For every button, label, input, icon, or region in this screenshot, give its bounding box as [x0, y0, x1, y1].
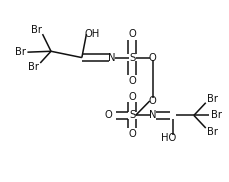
Text: S: S — [128, 53, 135, 63]
Text: Br: Br — [206, 94, 217, 104]
Text: O: O — [148, 53, 156, 63]
Text: Br: Br — [30, 25, 41, 35]
Text: Br: Br — [210, 110, 221, 120]
Text: O: O — [148, 96, 156, 106]
Text: Br: Br — [15, 47, 25, 57]
Text: O: O — [128, 92, 135, 102]
Text: O: O — [104, 110, 112, 120]
Text: O: O — [128, 129, 135, 139]
Text: HO: HO — [160, 133, 176, 143]
Text: O: O — [128, 76, 135, 86]
Text: Br: Br — [206, 127, 217, 137]
Text: O: O — [128, 29, 135, 39]
Text: OH: OH — [84, 29, 99, 39]
Text: N: N — [107, 53, 115, 63]
Text: N: N — [148, 110, 156, 120]
Text: S: S — [128, 110, 135, 120]
Text: Br: Br — [28, 62, 39, 72]
